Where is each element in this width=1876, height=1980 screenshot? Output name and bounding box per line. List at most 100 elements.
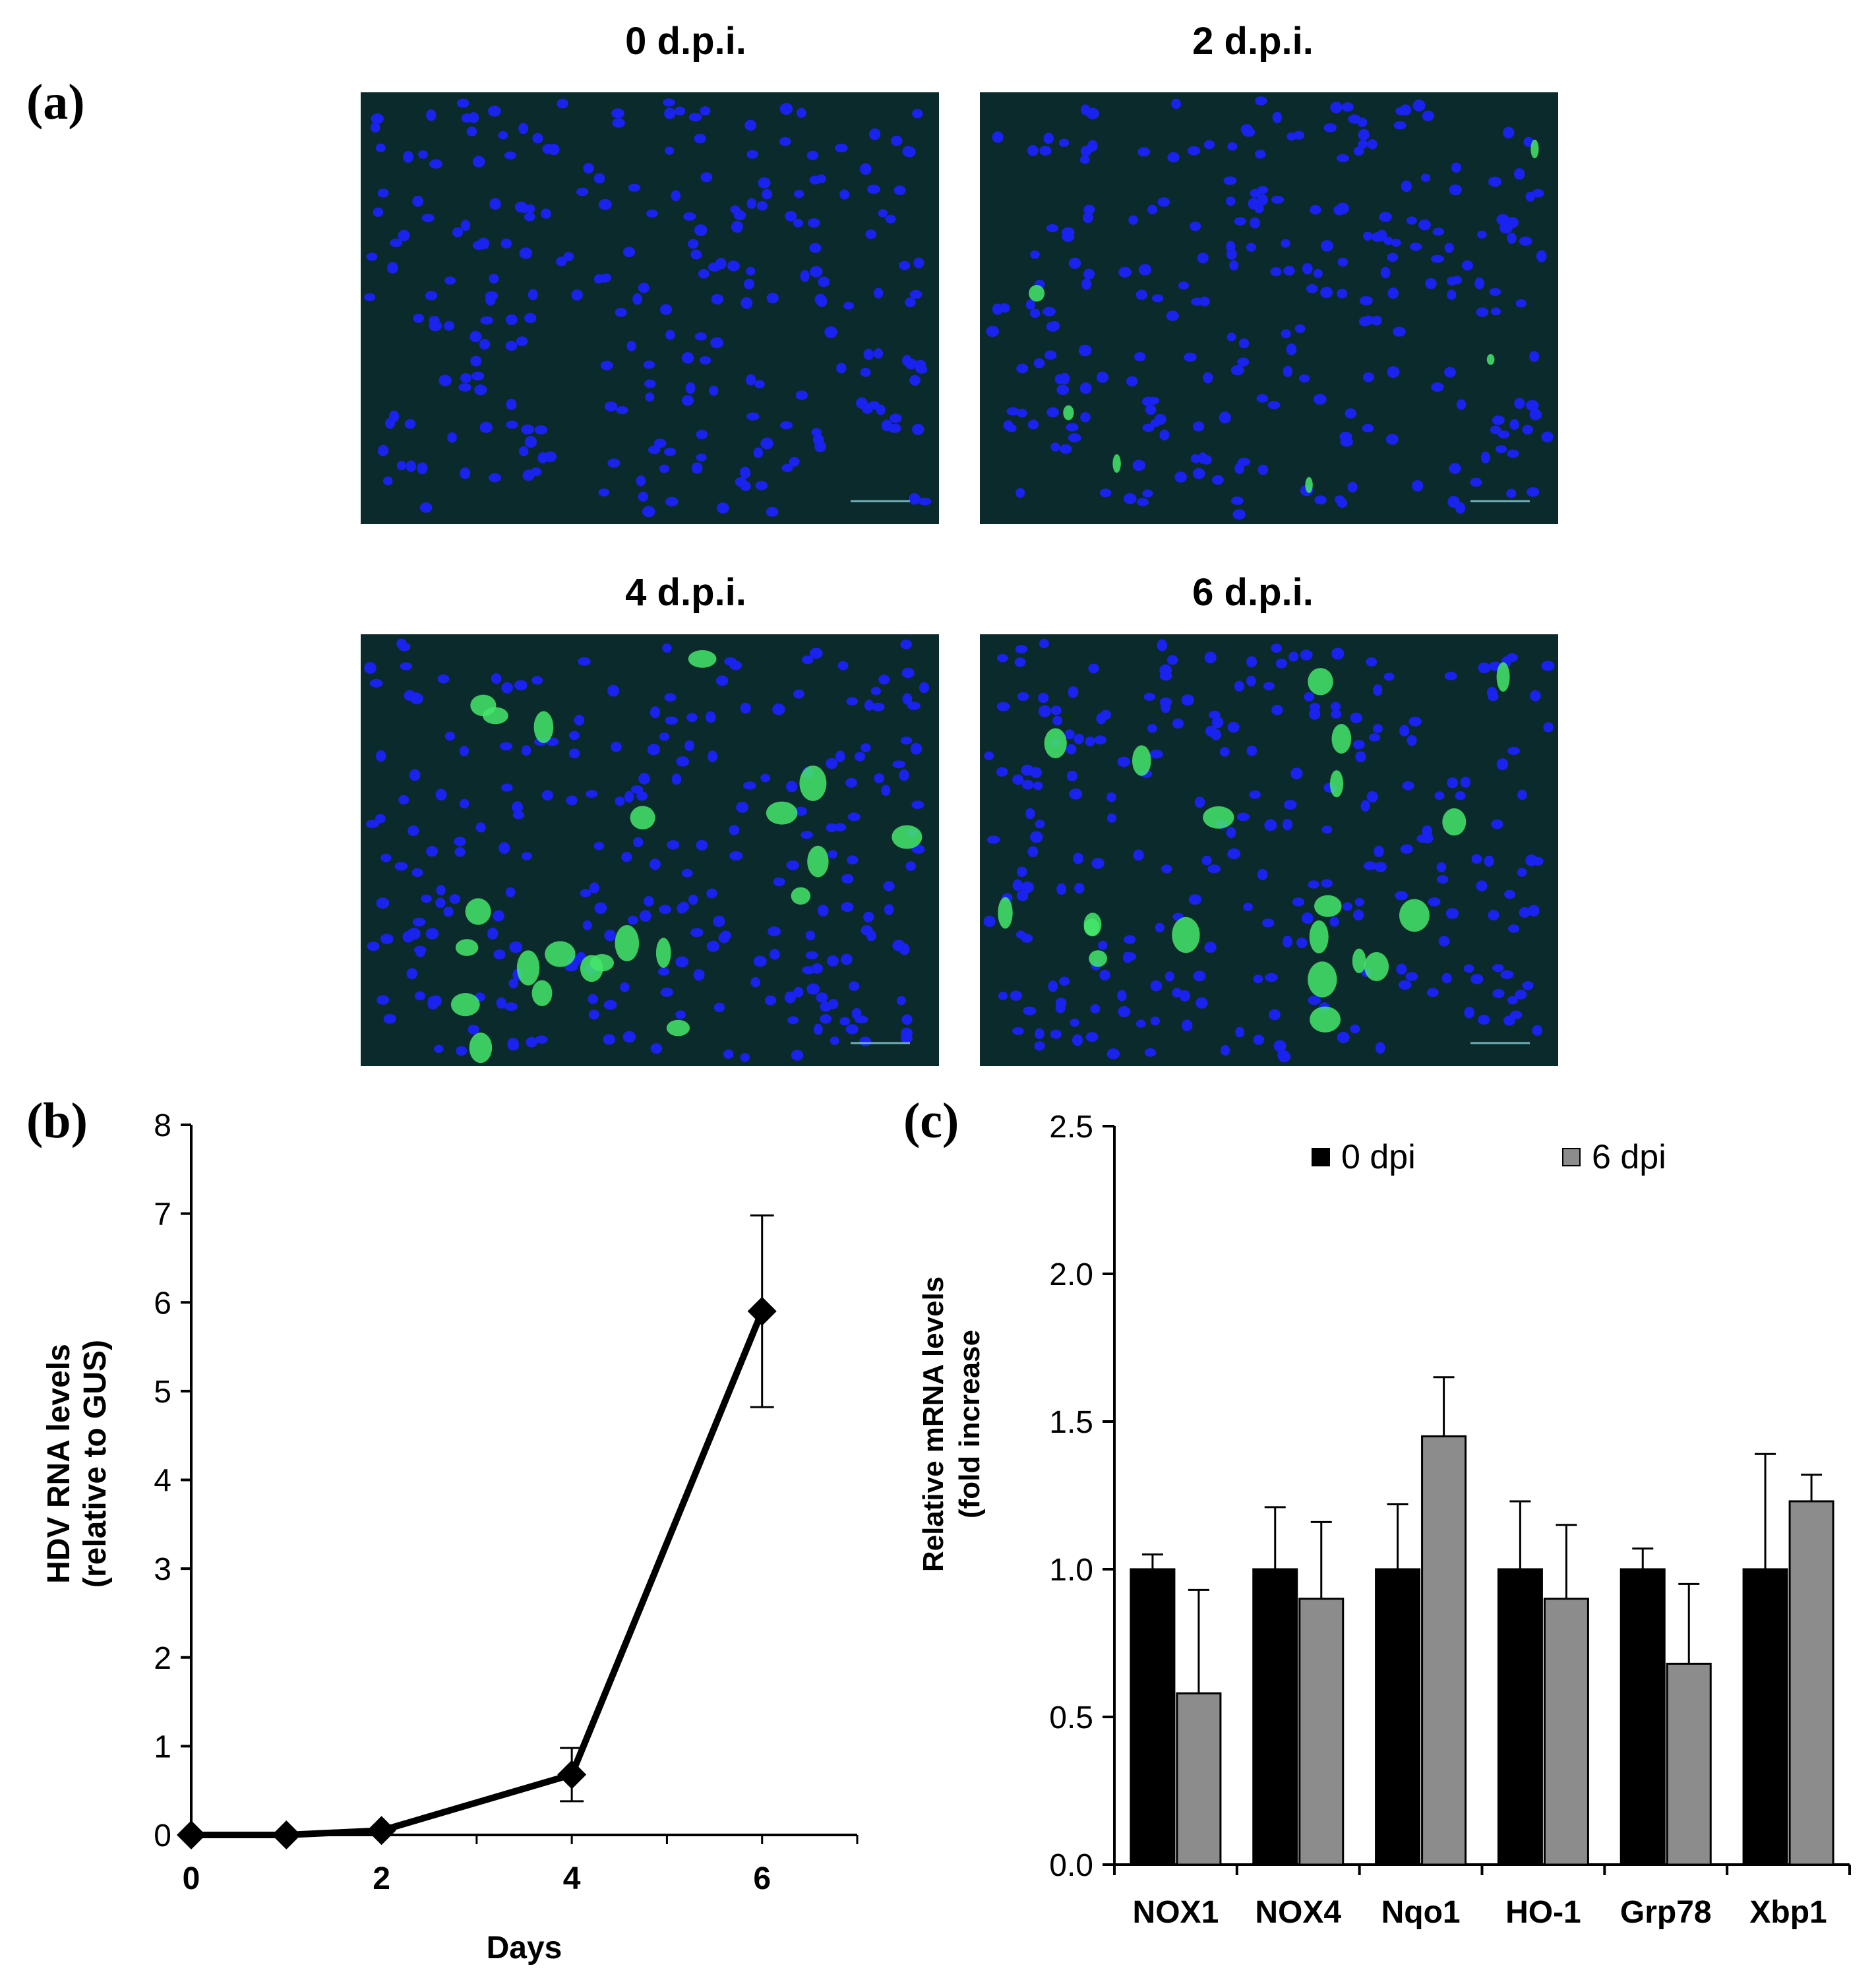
nucleus bbox=[648, 445, 661, 454]
bar-0dpi bbox=[1130, 1568, 1176, 1866]
nucleus bbox=[1507, 232, 1517, 244]
nucleus bbox=[390, 238, 403, 247]
nucleus bbox=[801, 831, 813, 839]
infected-cell bbox=[1308, 961, 1337, 998]
nucleus bbox=[557, 98, 568, 109]
nucleus bbox=[400, 662, 412, 671]
y-tick-label: 4 bbox=[154, 1464, 171, 1499]
nucleus bbox=[847, 812, 861, 822]
nucleus bbox=[1263, 682, 1275, 690]
nucleus bbox=[1471, 854, 1482, 864]
nucleus bbox=[675, 106, 686, 116]
nucleus bbox=[1420, 173, 1430, 182]
nucleus bbox=[460, 220, 471, 231]
nucleus bbox=[1386, 433, 1399, 445]
nucleus bbox=[1010, 990, 1023, 1001]
nucleus bbox=[612, 118, 625, 128]
nucleus bbox=[1066, 744, 1077, 755]
nucleus bbox=[1358, 129, 1370, 140]
nucleus bbox=[1179, 990, 1190, 1002]
nucleus bbox=[1445, 908, 1459, 919]
nucleus bbox=[1155, 922, 1165, 933]
nucleus bbox=[835, 750, 845, 762]
nucleus bbox=[404, 419, 416, 429]
nucleus bbox=[1412, 480, 1424, 492]
nucleus bbox=[1463, 964, 1474, 973]
nucleus bbox=[1330, 702, 1341, 711]
nucleus bbox=[1132, 460, 1145, 471]
nucleus bbox=[1174, 471, 1187, 483]
legend-label-6dpi: 6 dpi bbox=[1592, 1138, 1666, 1176]
nucleus bbox=[888, 423, 901, 433]
nucleus bbox=[535, 1035, 548, 1044]
nucleus bbox=[489, 198, 501, 210]
nucleus bbox=[710, 337, 723, 349]
nucleus bbox=[1495, 445, 1507, 454]
nucleus bbox=[1035, 820, 1045, 829]
nucleus bbox=[996, 702, 1010, 711]
nucleus bbox=[1060, 444, 1072, 454]
nucleus bbox=[413, 313, 424, 323]
nucleus bbox=[1374, 845, 1384, 858]
nucleus bbox=[412, 917, 426, 927]
nucleus bbox=[865, 229, 877, 239]
nucleus bbox=[1313, 394, 1327, 405]
nucleus bbox=[918, 497, 932, 506]
nucleus bbox=[899, 260, 911, 270]
nucleus bbox=[659, 304, 673, 315]
nucleus bbox=[1025, 299, 1035, 310]
nucleus bbox=[660, 987, 673, 997]
nucleus bbox=[1491, 819, 1503, 829]
nucleus bbox=[1144, 1048, 1157, 1057]
nucleus bbox=[1510, 1010, 1523, 1019]
nucleus bbox=[475, 822, 486, 833]
nucleus bbox=[662, 98, 675, 107]
nucleus bbox=[1383, 673, 1395, 681]
nucleus bbox=[828, 850, 837, 858]
infected-cell bbox=[470, 694, 497, 717]
nucleus bbox=[1015, 645, 1028, 653]
nucleus bbox=[1117, 756, 1130, 767]
nucleus bbox=[1246, 656, 1257, 668]
nucleus bbox=[638, 491, 648, 502]
nucleus bbox=[1393, 121, 1407, 130]
nucleus bbox=[1192, 421, 1205, 432]
nucleus bbox=[801, 655, 814, 665]
nucleus bbox=[1124, 935, 1136, 944]
nucleus bbox=[598, 488, 609, 496]
nucleus bbox=[1256, 394, 1269, 403]
nucleus bbox=[593, 274, 603, 284]
nucleus bbox=[1147, 724, 1157, 733]
nucleus bbox=[817, 905, 829, 916]
nucleus bbox=[1172, 718, 1184, 729]
nucleus bbox=[1354, 897, 1364, 907]
nucleus bbox=[1379, 212, 1392, 222]
infected-cell bbox=[998, 897, 1013, 929]
nucleus bbox=[901, 1014, 913, 1025]
nucleus bbox=[784, 991, 796, 1004]
nucleus bbox=[518, 123, 528, 135]
nucleus bbox=[1046, 224, 1059, 233]
nucleus bbox=[588, 1009, 599, 1020]
nucleus bbox=[794, 189, 804, 198]
nucleus bbox=[836, 363, 847, 374]
nucleus bbox=[753, 447, 764, 458]
infected-cell bbox=[1172, 916, 1200, 953]
nucleus bbox=[1055, 998, 1067, 1008]
nucleus bbox=[459, 746, 469, 757]
nucleus bbox=[1068, 686, 1079, 698]
nucleus bbox=[1430, 255, 1444, 263]
nucleus bbox=[1527, 487, 1540, 497]
nucleus bbox=[1237, 357, 1250, 367]
nucleus bbox=[627, 915, 638, 925]
nucleus bbox=[741, 297, 753, 309]
y-axis-title-line1: Relative mRNA levels bbox=[917, 1276, 950, 1572]
nucleus bbox=[1234, 462, 1244, 474]
infected-cell bbox=[455, 939, 479, 956]
nucleus bbox=[645, 392, 655, 402]
nucleus bbox=[479, 339, 491, 350]
nucleus bbox=[706, 940, 719, 952]
nucleus bbox=[1167, 152, 1180, 163]
nucleus bbox=[1194, 796, 1205, 808]
nucleus bbox=[764, 995, 777, 1005]
